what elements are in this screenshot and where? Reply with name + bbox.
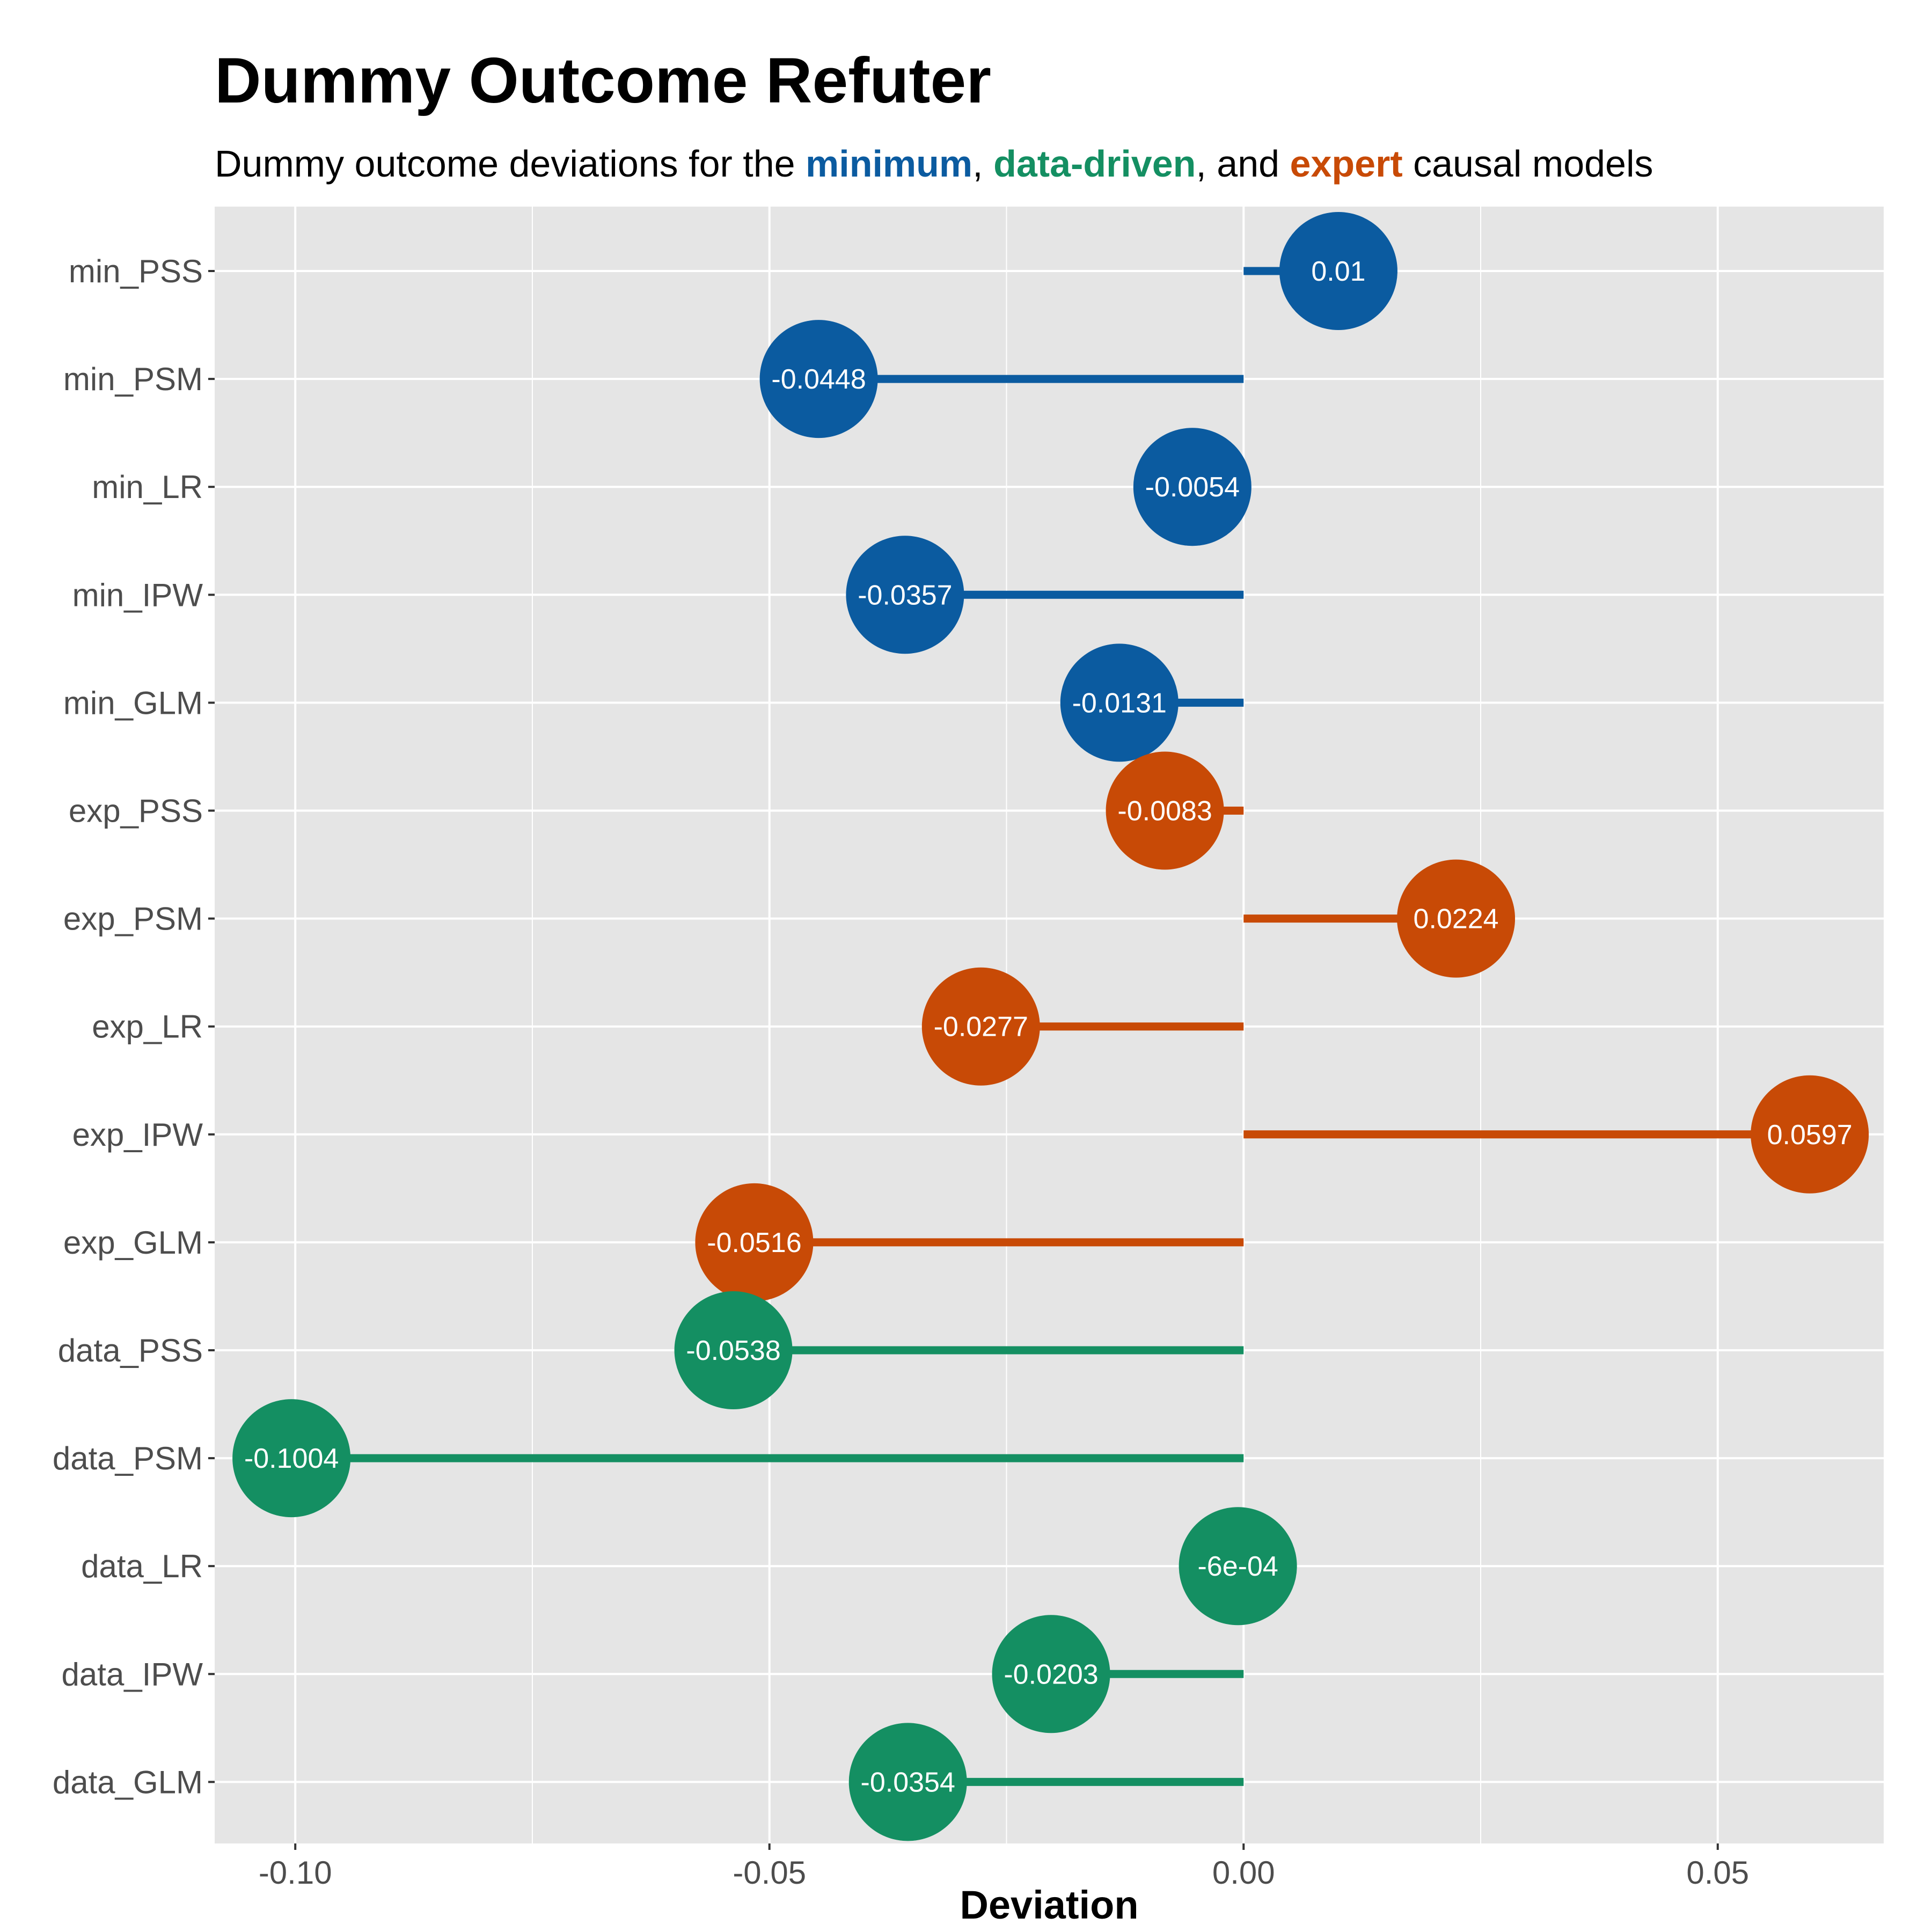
lollipop-dot bbox=[232, 1399, 351, 1518]
subtitle-suffix: causal models bbox=[1402, 143, 1653, 185]
x-tick-label: 0.00 bbox=[1212, 1855, 1275, 1891]
lollipop-dot bbox=[674, 1291, 793, 1409]
y-tick-label: exp_GLM bbox=[63, 1225, 203, 1261]
data-label: -0.0131 bbox=[1072, 687, 1167, 719]
lollipop-dot bbox=[759, 320, 878, 438]
data-label: -0.0277 bbox=[934, 1012, 1028, 1043]
lollipop-dot bbox=[695, 1183, 814, 1301]
chart-title: Dummy Outcome Refuter bbox=[215, 45, 991, 116]
data-label: -0.0538 bbox=[686, 1335, 780, 1366]
lollipop-dot bbox=[992, 1615, 1110, 1733]
y-tick-label: exp_PSM bbox=[63, 901, 203, 937]
y-axis: min_PSS min_PSM min_LR min_IPW min_GLM exp_PS… bbox=[53, 253, 215, 1800]
y-tick-label: data_IPW bbox=[62, 1656, 203, 1692]
x-tick-label: -0.05 bbox=[733, 1855, 806, 1891]
data-label: -0.0203 bbox=[1004, 1659, 1098, 1690]
chart-subtitle: Dummy outcome deviations for the minimum… bbox=[215, 145, 1653, 182]
y-tick-label: min_PSS bbox=[69, 253, 203, 289]
x-axis-title: Deviation bbox=[960, 1883, 1138, 1927]
lollipop-dot bbox=[1106, 751, 1224, 870]
y-tick-label: min_PSM bbox=[63, 361, 203, 397]
y-tick-label: exp_IPW bbox=[72, 1117, 203, 1153]
subtitle-minimum: minimum bbox=[806, 143, 973, 185]
lollipop-dot bbox=[846, 536, 964, 654]
data-label: 0.0597 bbox=[1767, 1119, 1853, 1151]
data-label: 0.01 bbox=[1311, 256, 1365, 287]
lollipop-dots: 0.01 -0.0448 -0.0054 -0.0357 -0.0131 -0.0083 0… bbox=[232, 212, 1869, 1841]
lollipop-dot bbox=[1179, 1507, 1297, 1626]
data-label: -0.0054 bbox=[1145, 472, 1240, 503]
data-label: 0.0224 bbox=[1414, 904, 1499, 935]
y-tick-label: exp_PSS bbox=[69, 793, 203, 829]
subtitle-sep-1: , bbox=[972, 143, 994, 185]
lollipop-dot bbox=[1133, 428, 1252, 546]
major-gridlines bbox=[215, 207, 1884, 1843]
y-tick-label: exp_LR bbox=[92, 1009, 203, 1045]
subtitle-expert: expert bbox=[1290, 143, 1403, 185]
data-label: -0.0448 bbox=[771, 364, 866, 395]
y-tick-label: data_GLM bbox=[53, 1764, 203, 1800]
subtitle-sep-2: , and bbox=[1196, 143, 1290, 185]
lollipop-dot bbox=[1397, 859, 1516, 978]
x-tick-label: -0.10 bbox=[259, 1855, 332, 1891]
x-axis: -0.10 -0.05 0.00 0.05 bbox=[259, 1843, 1749, 1891]
y-tick-label: data_PSM bbox=[53, 1440, 203, 1476]
y-tick-label: data_LR bbox=[81, 1548, 203, 1584]
y-tick-label: min_GLM bbox=[63, 685, 203, 721]
y-tick-label: data_PSS bbox=[58, 1333, 203, 1368]
lollipop-dot bbox=[1279, 212, 1397, 330]
data-label: -0.0354 bbox=[861, 1767, 955, 1798]
lollipop-dot bbox=[1060, 643, 1179, 762]
subtitle-prefix: Dummy outcome deviations for the bbox=[215, 143, 806, 185]
lollipop-dot bbox=[848, 1723, 967, 1841]
subtitle-data-driven: data-driven bbox=[993, 143, 1196, 185]
data-label: -6e-04 bbox=[1197, 1551, 1278, 1582]
lollipop-dot bbox=[921, 967, 1040, 1086]
x-tick-label: 0.05 bbox=[1686, 1855, 1749, 1891]
data-label: -0.0357 bbox=[858, 580, 952, 611]
y-tick-label: min_LR bbox=[92, 469, 203, 505]
y-tick-label: min_IPW bbox=[72, 577, 203, 613]
data-label: -0.0516 bbox=[707, 1227, 801, 1258]
lollipop-dot bbox=[1751, 1075, 1869, 1194]
data-label: -0.0083 bbox=[1117, 796, 1212, 827]
data-label: -0.1004 bbox=[244, 1443, 339, 1474]
